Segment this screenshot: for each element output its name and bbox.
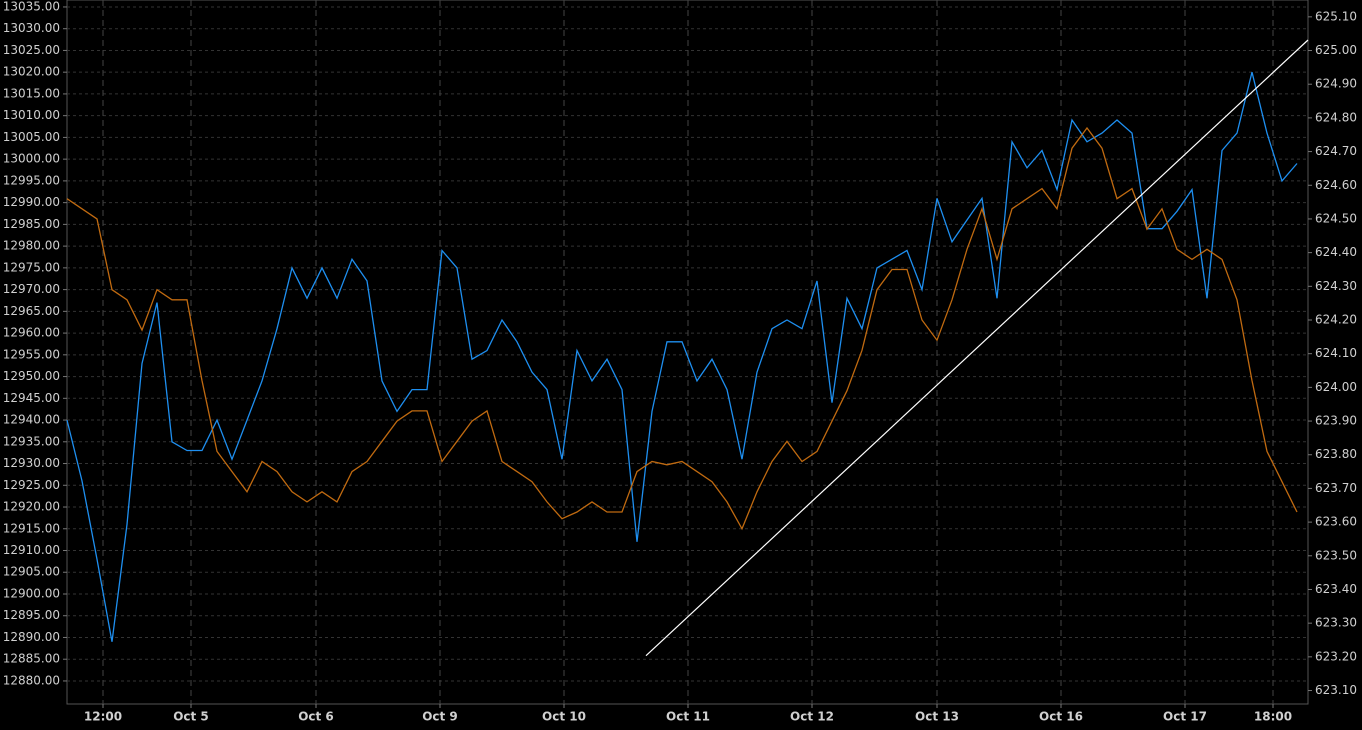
- y-tick-label: 12880.00: [3, 673, 60, 687]
- y-tick-label: 12915.00: [3, 521, 60, 535]
- y2-tick-label: 624.40: [1315, 245, 1357, 259]
- y2-tick-label: 623.80: [1315, 447, 1357, 461]
- x-tick-label: Oct 17: [1163, 710, 1207, 724]
- y-tick-label: 12925.00: [3, 478, 60, 492]
- y-tick-label: 12930.00: [3, 456, 60, 470]
- y-tick-label: 13010.00: [3, 108, 60, 122]
- y2-tick-label: 623.10: [1315, 683, 1357, 697]
- y-tick-label: 12975.00: [3, 260, 60, 274]
- y2-tick-label: 625.10: [1315, 9, 1357, 23]
- y2-tick-label: 623.40: [1315, 582, 1357, 596]
- x-tick-label: Oct 16: [1039, 710, 1083, 724]
- y2-tick-label: 624.20: [1315, 313, 1357, 327]
- y2-tick-label: 624.00: [1315, 380, 1357, 394]
- x-tick-label: Oct 12: [790, 710, 834, 724]
- x-tick-label: Oct 6: [298, 710, 334, 724]
- y2-tick-label: 624.60: [1315, 178, 1357, 192]
- y-tick-label: 13005.00: [3, 130, 60, 144]
- y2-tick-label: 623.50: [1315, 548, 1357, 562]
- y-tick-label: 13030.00: [3, 21, 60, 35]
- y-tick-label: 12960.00: [3, 326, 60, 340]
- y-tick-label: 12905.00: [3, 565, 60, 579]
- y2-tick-label: 624.10: [1315, 346, 1357, 360]
- y-tick-label: 12890.00: [3, 630, 60, 644]
- y2-tick-label: 623.70: [1315, 481, 1357, 495]
- y-tick-label: 12910.00: [3, 543, 60, 557]
- y-tick-label: 12995.00: [3, 173, 60, 187]
- y-tick-label: 12965.00: [3, 304, 60, 318]
- y-tick-label: 12980.00: [3, 239, 60, 253]
- y2-tick-label: 623.30: [1315, 616, 1357, 630]
- y-tick-label: 12900.00: [3, 586, 60, 600]
- y-tick-label: 12985.00: [3, 217, 60, 231]
- y2-tick-label: 623.60: [1315, 515, 1357, 529]
- y-tick-label: 12970.00: [3, 282, 60, 296]
- y2-tick-label: 624.80: [1315, 110, 1357, 124]
- y-tick-label: 12920.00: [3, 500, 60, 514]
- y-tick-label: 13015.00: [3, 86, 60, 100]
- y-tick-label: 12955.00: [3, 347, 60, 361]
- y-tick-label: 12885.00: [3, 652, 60, 666]
- y-tick-label: 13035.00: [3, 0, 60, 13]
- y-tick-label: 12895.00: [3, 608, 60, 622]
- y-tick-label: 13000.00: [3, 152, 60, 166]
- y-tick-label: 12950.00: [3, 369, 60, 383]
- x-tick-label: Oct 5: [173, 710, 209, 724]
- x-tick-label: 12:00: [84, 710, 122, 724]
- y2-tick-label: 623.90: [1315, 414, 1357, 428]
- y-tick-label: 12935.00: [3, 434, 60, 448]
- x-tick-label: Oct 11: [666, 710, 710, 724]
- y-tick-label: 12945.00: [3, 391, 60, 405]
- x-tick-label: Oct 10: [542, 710, 586, 724]
- series-line: [66, 126, 1298, 531]
- trend-line: [645, 39, 1309, 657]
- y-tick-label: 13020.00: [3, 65, 60, 79]
- x-tick-label: Oct 9: [422, 710, 458, 724]
- y2-tick-label: 624.30: [1315, 279, 1357, 293]
- x-tick-label: 18:00: [1254, 710, 1292, 724]
- series-line: [66, 72, 1298, 642]
- y-tick-label: 13025.00: [3, 43, 60, 57]
- y2-tick-label: 625.00: [1315, 43, 1357, 57]
- y2-tick-label: 624.50: [1315, 211, 1357, 225]
- y-tick-label: 12940.00: [3, 413, 60, 427]
- y2-tick-label: 623.20: [1315, 649, 1357, 663]
- y2-tick-label: 624.90: [1315, 77, 1357, 91]
- x-tick-label: Oct 13: [915, 710, 959, 724]
- y2-tick-label: 624.70: [1315, 144, 1357, 158]
- y-tick-label: 12990.00: [3, 195, 60, 209]
